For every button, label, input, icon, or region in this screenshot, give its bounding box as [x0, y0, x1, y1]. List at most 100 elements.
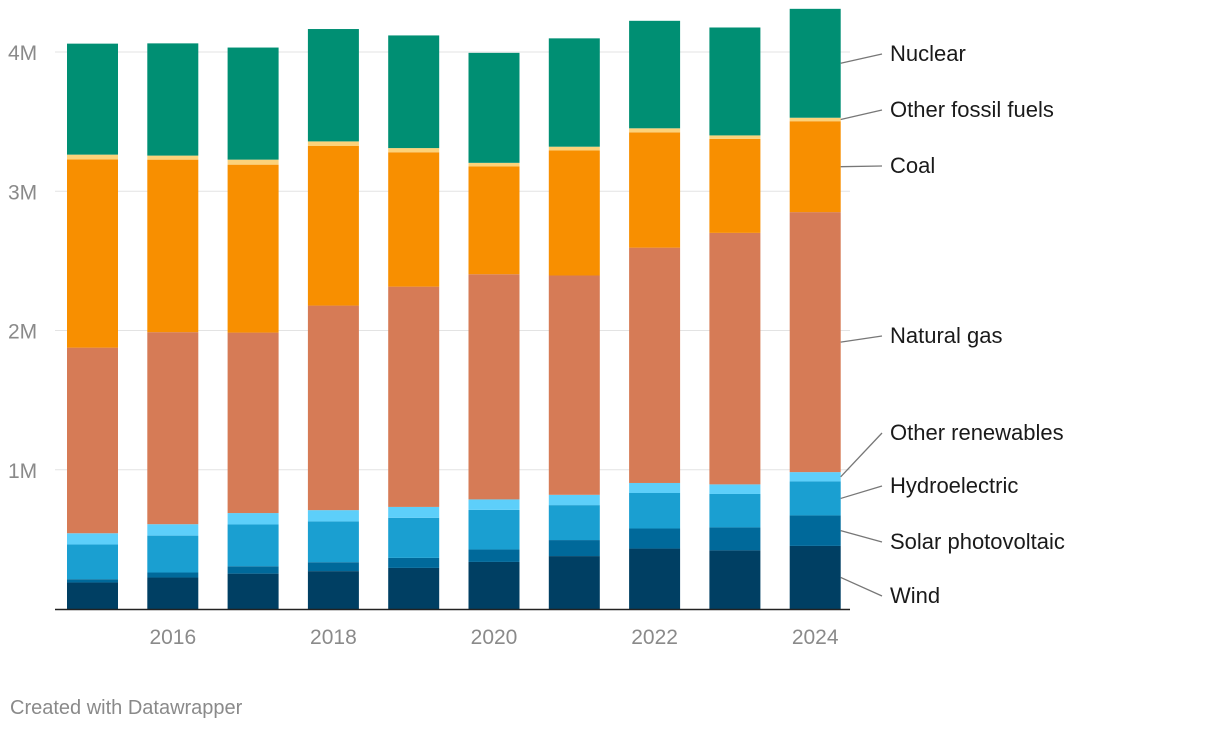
- bar-segment-nuclear-2017: [227, 47, 279, 160]
- bar-segment-coal-2024: [789, 121, 841, 213]
- x-tick-label: 2020: [471, 626, 518, 649]
- x-tick-label: 2022: [631, 626, 678, 649]
- legend: Wind Solar photovoltaic Hydroelectric Other…: [840, 41, 1065, 608]
- bar-segment-other-fossil-fuels-2016: [147, 155, 199, 160]
- x-tick-label: 2024: [792, 626, 839, 649]
- bar-segment-hydroelectric-2018: [307, 521, 359, 563]
- bar-stack-2018: [307, 29, 359, 609]
- bar-stack-2024: [789, 8, 841, 609]
- bar-stack-2019: [388, 35, 440, 609]
- bar-segment-wind-2022: [629, 548, 681, 609]
- bar-segment-nuclear-2016: [147, 43, 199, 156]
- bar-segment-other-renewables-2017: [227, 513, 279, 525]
- y-tick-label: 3M: [8, 181, 37, 204]
- bar-segment-other-renewables-2024: [789, 472, 841, 482]
- bar-stack-2023: [709, 27, 761, 609]
- bar-segment-other-renewables-2022: [629, 482, 681, 494]
- bar-segment-hydroelectric-2023: [709, 493, 761, 528]
- bar-segment-coal-2019: [388, 152, 440, 287]
- bar-segment-nuclear-2018: [307, 29, 359, 142]
- bar-segment-solar-photovoltaic-2021: [548, 540, 600, 557]
- bar-segment-other-fossil-fuels-2020: [468, 162, 520, 167]
- bar-segment-nuclear-2021: [548, 38, 600, 147]
- bar-segment-natural-gas-2015: [67, 347, 118, 534]
- bar-segment-natural-gas-2022: [629, 247, 681, 483]
- bar-segment-other-renewables-2020: [468, 499, 520, 510]
- bar-segment-solar-photovoltaic-2015: [67, 579, 118, 583]
- legend-connector-natural-gas: [840, 335, 883, 343]
- bar-segment-natural-gas-2021: [548, 275, 600, 495]
- bar-segment-coal-2015: [67, 159, 118, 348]
- legend-connector-coal: [840, 165, 883, 168]
- bar-segment-wind-2018: [307, 571, 359, 609]
- bar-segment-natural-gas-2020: [468, 274, 520, 500]
- bar-segment-solar-photovoltaic-2017: [227, 566, 279, 574]
- legend-label-solar-photovoltaic: Solar photovoltaic: [890, 529, 1065, 554]
- bar-segment-other-renewables-2015: [67, 533, 118, 545]
- bar-segment-coal-2018: [307, 145, 359, 306]
- y-tick-labels: 1M 2M 3M 4M: [8, 42, 37, 483]
- bar-segment-coal-2021: [548, 150, 600, 276]
- y-tick-label: 4M: [8, 42, 37, 65]
- bar-segment-natural-gas-2023: [709, 232, 761, 485]
- bar-segment-other-fossil-fuels-2017: [227, 159, 279, 165]
- bar-segment-solar-photovoltaic-2019: [388, 557, 440, 568]
- bar-segment-other-fossil-fuels-2021: [548, 146, 600, 151]
- bar-segment-coal-2023: [709, 138, 761, 233]
- bar-segment-hydroelectric-2020: [468, 509, 520, 550]
- bar-segment-other-renewables-2016: [147, 524, 199, 536]
- bar-segment-other-renewables-2021: [548, 494, 600, 506]
- bar-segment-wind-2021: [548, 556, 600, 609]
- bar-segment-other-fossil-fuels-2019: [388, 148, 440, 153]
- bar-segment-wind-2020: [468, 561, 520, 609]
- bar-segment-solar-photovoltaic-2016: [147, 572, 199, 578]
- bar-segment-hydroelectric-2024: [789, 481, 841, 516]
- bar-segment-hydroelectric-2022: [629, 493, 681, 529]
- bar-segment-coal-2020: [468, 166, 520, 275]
- x-tick-label: 2016: [149, 626, 196, 649]
- bar-segment-hydroelectric-2017: [227, 524, 279, 567]
- datawrapper-credit: Created with Datawrapper: [10, 697, 243, 719]
- legend-connector-other-renewables: [840, 432, 883, 478]
- bar-segment-natural-gas-2016: [147, 332, 199, 525]
- bar-segment-other-fossil-fuels-2023: [709, 135, 761, 139]
- legend-label-nuclear: Nuclear: [890, 41, 966, 66]
- bar-stack-2021: [548, 38, 600, 609]
- legend-connector-nuclear: [840, 53, 883, 64]
- bar-segment-hydroelectric-2021: [548, 505, 600, 541]
- legend-connector-wind: [840, 576, 883, 597]
- bar-segment-other-renewables-2019: [388, 506, 440, 518]
- bar-segment-wind-2019: [388, 567, 440, 609]
- bar-segment-nuclear-2023: [709, 27, 761, 136]
- bar-segment-natural-gas-2019: [388, 286, 440, 507]
- legend-label-other-fossil-fuels: Other fossil fuels: [890, 97, 1054, 122]
- bar-segment-nuclear-2024: [789, 8, 841, 118]
- bar-segment-wind-2015: [67, 582, 118, 609]
- bar-segment-hydroelectric-2015: [67, 544, 118, 580]
- bar-segment-solar-photovoltaic-2023: [709, 527, 761, 551]
- bar-segment-wind-2024: [789, 545, 841, 609]
- bar-segment-solar-photovoltaic-2018: [307, 562, 359, 572]
- bar-segment-natural-gas-2018: [307, 305, 359, 511]
- bar-segment-nuclear-2022: [629, 20, 681, 129]
- bar-segment-other-renewables-2018: [307, 510, 359, 522]
- bar-segment-other-fossil-fuels-2018: [307, 141, 359, 146]
- bar-segment-coal-2022: [629, 132, 681, 248]
- legend-label-coal: Coal: [890, 153, 935, 178]
- legend-connector-hydroelectric: [840, 485, 883, 500]
- bar-segment-coal-2016: [147, 159, 199, 333]
- bar-stack-2016: [147, 43, 199, 609]
- bar-segment-natural-gas-2024: [789, 212, 841, 473]
- x-tick-label: 2018: [310, 626, 357, 649]
- legend-label-hydroelectric: Hydroelectric: [890, 473, 1018, 498]
- legend-label-wind: Wind: [890, 583, 940, 608]
- bar-segment-nuclear-2015: [67, 43, 118, 155]
- bar-segment-wind-2017: [227, 573, 279, 609]
- bar-segment-solar-photovoltaic-2020: [468, 549, 520, 562]
- bar-segment-solar-photovoltaic-2024: [789, 515, 841, 546]
- legend-label-natural-gas: Natural gas: [890, 323, 1003, 348]
- legend-label-other-renewables: Other renewables: [890, 420, 1064, 445]
- bar-segment-other-fossil-fuels-2024: [789, 117, 841, 122]
- bar-segment-nuclear-2020: [468, 52, 520, 163]
